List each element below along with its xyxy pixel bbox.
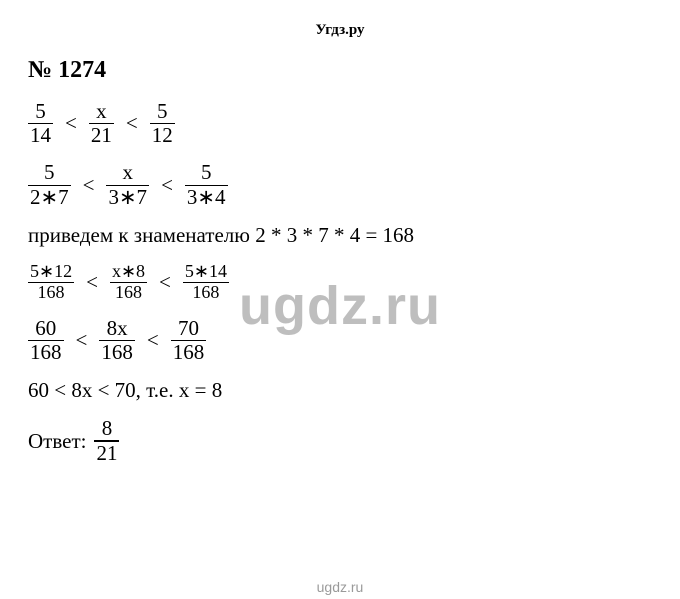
denominator: 168 [99,341,135,364]
fraction: 5 12 [150,100,175,147]
numerator: 60 [33,317,58,340]
inequality-1: 5 14 < x 21 < 5 12 [28,100,652,147]
answer-label: Ответ: [28,429,86,454]
less-than: < [72,328,92,353]
problem-number: № 1274 [28,57,652,84]
fraction: 5 14 [28,100,53,147]
numerator: x [94,100,109,123]
explain-text-2: 60 < 8x < 70, т.е. x = 8 [28,378,652,403]
denominator: 168 [28,341,64,364]
less-than: < [82,270,102,295]
fraction: x∗8 168 [110,262,147,303]
fraction: 5∗14 168 [183,262,229,303]
numerator: 70 [176,317,201,340]
denominator: 168 [171,341,207,364]
inequality-3: 5∗12 168 < x∗8 168 < 5∗14 168 [28,262,652,303]
less-than: < [157,173,177,198]
numerator: x [121,161,136,184]
denominator: 3∗7 [106,186,149,209]
denominator: 2∗7 [28,186,71,209]
numerator: x∗8 [110,262,147,282]
inequality-2: 5 2∗7 < x 3∗7 < 5 3∗4 [28,161,652,208]
footer-watermark: ugdz.ru [317,579,364,595]
denominator: 168 [113,283,144,303]
fraction: 5∗12 168 [28,262,74,303]
denominator: 21 [94,442,119,465]
fraction: 60 168 [28,317,64,364]
numerator: 5 [33,100,48,123]
denominator: 14 [28,124,53,147]
less-than: < [155,270,175,295]
denominator: 21 [89,124,114,147]
fraction: 8x 168 [99,317,135,364]
fraction: x 21 [89,100,114,147]
less-than: < [122,111,142,136]
fraction: 70 168 [171,317,207,364]
site-header: Угдз.ру [28,22,652,39]
denominator: 12 [150,124,175,147]
denominator: 168 [36,283,67,303]
fraction: 5 2∗7 [28,161,71,208]
answer-fraction: 8 21 [94,417,119,464]
numerator: 5 [42,161,57,184]
numerator: 5 [199,161,214,184]
less-than: < [143,328,163,353]
less-than: < [61,111,81,136]
numerator: 5∗14 [183,262,229,282]
numerator: 5 [155,100,170,123]
explain-text-1: приведем к знаменателю 2 * 3 * 7 * 4 = 1… [28,223,652,248]
fraction: x 3∗7 [106,161,149,208]
denominator: 3∗4 [185,186,228,209]
numerator: 5∗12 [28,262,74,282]
numerator: 8 [100,417,115,440]
answer-line: Ответ: 8 21 [28,417,652,464]
denominator: 168 [190,283,221,303]
fraction: 5 3∗4 [185,161,228,208]
less-than: < [79,173,99,198]
inequality-4: 60 168 < 8x 168 < 70 168 [28,317,652,364]
numerator: 8x [105,317,130,340]
